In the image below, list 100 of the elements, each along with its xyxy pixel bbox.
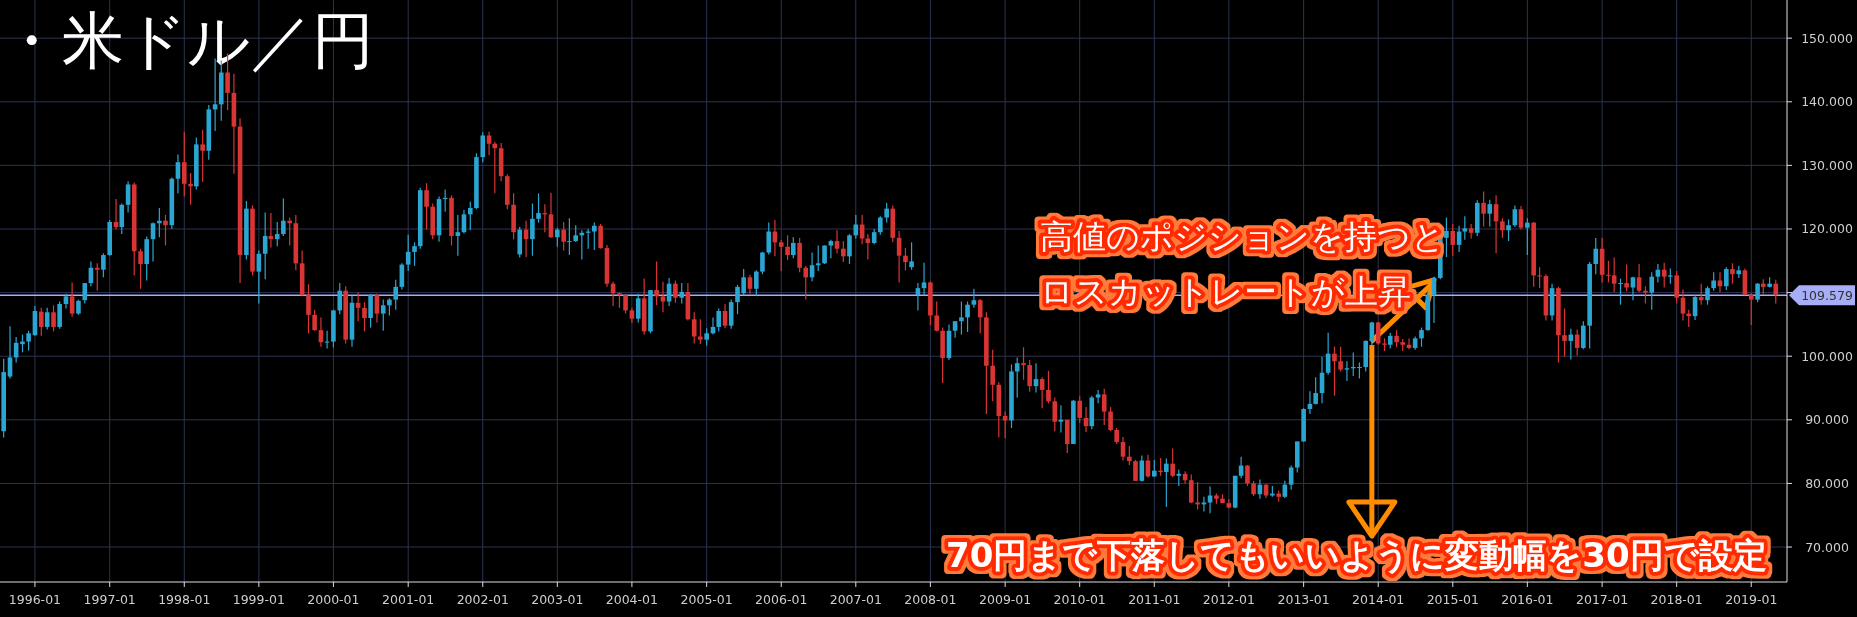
- x-tick-label: 2004-01: [605, 592, 659, 607]
- candlestick: [815, 244, 821, 272]
- candlestick: [1773, 279, 1779, 304]
- candlestick: [903, 247, 908, 271]
- candlestick: [803, 265, 809, 301]
- candlestick: [722, 303, 728, 329]
- y-tick-label: 130.000: [1801, 157, 1853, 173]
- x-tick-label: 1996-01: [8, 592, 62, 607]
- x-tick-label: 2012-01: [1202, 592, 1255, 607]
- x-tick-label: 2000-01: [307, 592, 360, 607]
- candlestick: [530, 202, 535, 257]
- candlestick: [1052, 396, 1058, 432]
- candlestick: [412, 241, 417, 267]
- x-tick-label: 1999-01: [232, 592, 285, 607]
- candlestick: [119, 202, 125, 235]
- candlestick: [163, 214, 168, 247]
- candlestick: [306, 283, 311, 334]
- y-tick-label: 100.000: [1801, 348, 1853, 364]
- candlestick: [101, 252, 106, 278]
- x-tick-label: 2008-01: [904, 592, 957, 607]
- candlestick: [1562, 307, 1567, 358]
- candlestick: [44, 307, 50, 331]
- candlestick: [1674, 270, 1679, 304]
- candlestick: [1748, 292, 1754, 326]
- candlestick: [1444, 216, 1449, 258]
- candlestick: [69, 281, 75, 318]
- x-tick-label: 2015-01: [1426, 592, 1479, 607]
- candlestick: [1462, 215, 1468, 241]
- candlestick: [536, 192, 541, 224]
- candlestick: [138, 248, 143, 290]
- candlestick: [878, 215, 883, 236]
- candlestick: [747, 274, 753, 295]
- candlestick: [1188, 473, 1194, 504]
- candlestick: [1245, 464, 1250, 487]
- candlestick: [1593, 237, 1599, 275]
- candlestick: [698, 318, 703, 345]
- candlestick: [884, 202, 889, 224]
- candlestick: [1730, 262, 1735, 285]
- candlestick: [200, 129, 205, 183]
- x-tick-label: 1998-01: [158, 592, 211, 607]
- candlestick: [1014, 356, 1020, 399]
- x-tick-label: 2019-01: [1725, 592, 1778, 607]
- candlestick: [1755, 282, 1760, 303]
- candlestick: [1077, 395, 1083, 424]
- x-tick-label: 2013-01: [1277, 592, 1330, 607]
- candlestick: [1344, 360, 1350, 382]
- candlestick: [778, 239, 784, 272]
- candlestick: [480, 131, 486, 163]
- candlestick: [785, 234, 790, 261]
- candlestick: [965, 300, 970, 333]
- candlestick: [1500, 217, 1505, 239]
- x-tick-label: 2006-01: [755, 592, 808, 607]
- y-tick-label: 140.000: [1801, 94, 1853, 110]
- candlestick: [555, 227, 560, 248]
- candlestick: [424, 182, 429, 231]
- candlestick: [94, 262, 100, 292]
- candlestick: [1108, 406, 1113, 432]
- chart-title: ・米ドル／円: [0, 4, 374, 77]
- candlestick: [691, 311, 697, 345]
- candlestick: [790, 236, 796, 259]
- x-tick-label: 2002-01: [456, 592, 509, 607]
- candlestick: [654, 260, 659, 306]
- candlestick: [51, 304, 56, 332]
- y-tick-label: 150.000: [1801, 30, 1853, 46]
- candlestick: [598, 223, 603, 250]
- candlestick: [716, 307, 722, 332]
- candlestick: [1636, 263, 1642, 293]
- candlestick: [362, 301, 367, 332]
- x-tick-label: 2018-01: [1650, 592, 1703, 607]
- candlestick: [468, 201, 473, 231]
- candlestick: [1164, 458, 1169, 508]
- candlestick: [1705, 285, 1710, 306]
- x-tick-label: 2005-01: [680, 592, 733, 607]
- candlestick: [1450, 223, 1456, 257]
- candlestick: [1711, 271, 1716, 292]
- x-tick-label: 2011-01: [1128, 592, 1181, 607]
- candlestick: [1195, 481, 1200, 511]
- candlestick: [1313, 376, 1318, 406]
- y-tick-label: 80.000: [1805, 475, 1849, 491]
- candlestick: [1537, 266, 1542, 289]
- candlestick: [841, 240, 846, 263]
- candlestick: [1525, 217, 1530, 256]
- candlestick: [1481, 190, 1486, 228]
- candlestick: [623, 293, 628, 315]
- candlestick: [274, 221, 280, 247]
- candlestick: [760, 251, 765, 275]
- y-tick-label: 90.000: [1805, 412, 1849, 428]
- candlestick: [766, 222, 772, 256]
- candlestick: [934, 300, 940, 332]
- candlestick: [1624, 264, 1629, 292]
- candlestick: [1649, 271, 1655, 311]
- candlestick: [921, 262, 927, 296]
- candlestick: [337, 282, 343, 315]
- candlestick: [380, 298, 386, 332]
- candlestick: [1724, 266, 1729, 291]
- candlestick: [1120, 436, 1126, 462]
- candlestick: [959, 300, 964, 336]
- ref-line-label: 109.579: [1801, 287, 1853, 303]
- candlestick: [567, 217, 572, 256]
- candlestick: [26, 330, 31, 352]
